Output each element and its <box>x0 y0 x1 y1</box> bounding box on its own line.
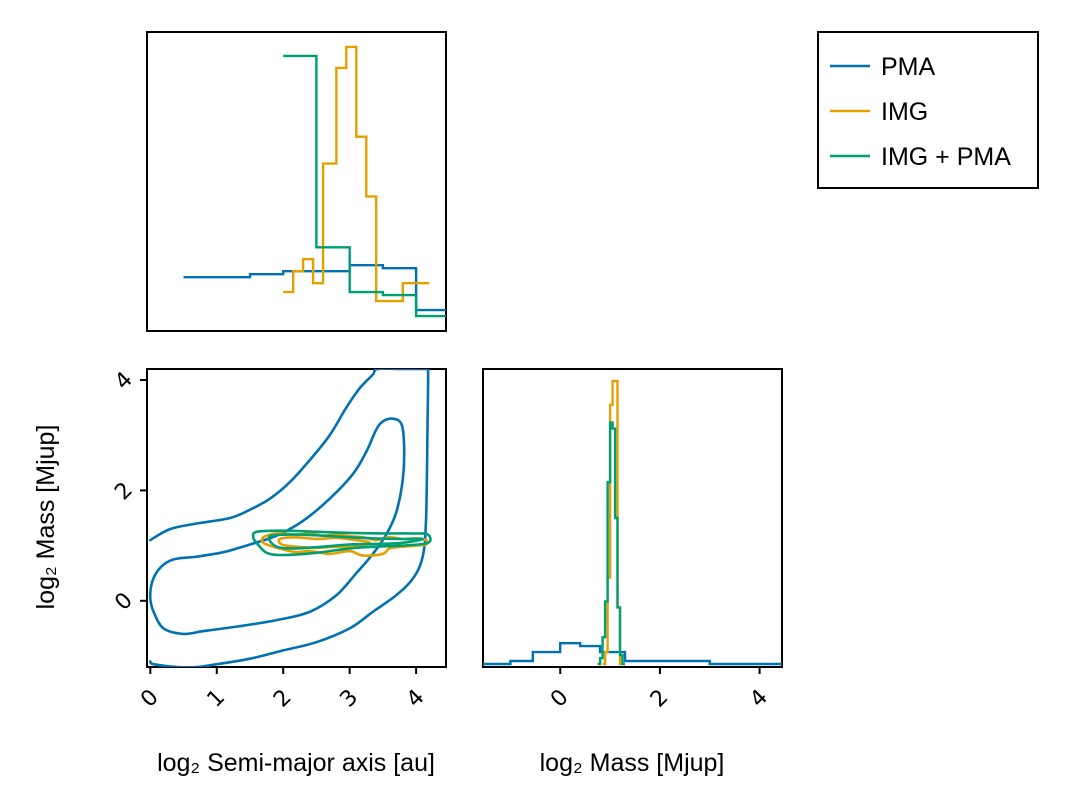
contour-xtick-label: 3 <box>336 685 364 713</box>
hist-mass-xticks: 0 2 4 <box>546 667 773 712</box>
contour-ytick-label: 2 <box>110 478 138 506</box>
hist-mass-xtick-label: 2 <box>646 685 674 713</box>
hist-sma-frame <box>146 31 447 332</box>
hist-sma-img-pma-step <box>283 54 446 318</box>
legend-label: IMG + PMA <box>881 143 1011 171</box>
contour-xlabel: log₂ Semi-major axis [au] <box>157 749 435 777</box>
contour-xticks: 0 1 2 3 4 <box>136 667 430 713</box>
hist-mass-img-pma-step <box>597 421 625 666</box>
contour-xtick-label: 2 <box>269 685 297 713</box>
hist-mass-xtick-label: 4 <box>745 685 773 713</box>
contour-xtick-label: 1 <box>203 685 231 713</box>
legend-entries: PMA IMG IMG + PMA <box>830 53 1011 171</box>
contour-ytick-label: 0 <box>110 588 138 616</box>
contour-pma-outer <box>149 369 430 667</box>
hist-mass-xtick-label: 0 <box>546 685 574 713</box>
contour-series-group <box>148 369 432 667</box>
hist-sma-img-step <box>283 45 430 303</box>
hist-sma-series-group <box>183 45 446 318</box>
contour-ytick-label: 4 <box>110 367 138 395</box>
contour-xtick-label: 4 <box>402 685 430 713</box>
contour-xtick-label: 0 <box>136 685 164 713</box>
hist-mass-panel: 0 2 4 log₂ Mass [Mjup] <box>482 368 783 777</box>
hist-mass-xlabel: log₂ Mass [Mjup] <box>540 749 725 777</box>
contour-ylabel: log₂ Mass [Mjup] <box>32 425 60 610</box>
contour-yticks: 0 2 4 <box>110 367 147 616</box>
contour-panel: 0 1 2 3 4 0 2 4 log₂ Semi-major axis [au] log₂… <box>32 367 447 777</box>
legend-box <box>817 31 1039 189</box>
legend: PMA IMG IMG + PMA <box>817 31 1039 189</box>
hist-sma-pma-step <box>183 264 446 312</box>
hist-mass-series-group <box>483 379 782 666</box>
hist-mass-frame <box>482 368 783 668</box>
contour-frame <box>146 368 447 668</box>
hist-sma-panel <box>146 31 447 332</box>
legend-label: IMG <box>881 98 928 126</box>
legend-label: PMA <box>881 53 936 81</box>
hist-mass-pma-step <box>483 642 782 666</box>
contour-img-pma-inner <box>267 533 424 550</box>
contour-img-pma-outer <box>251 529 432 557</box>
